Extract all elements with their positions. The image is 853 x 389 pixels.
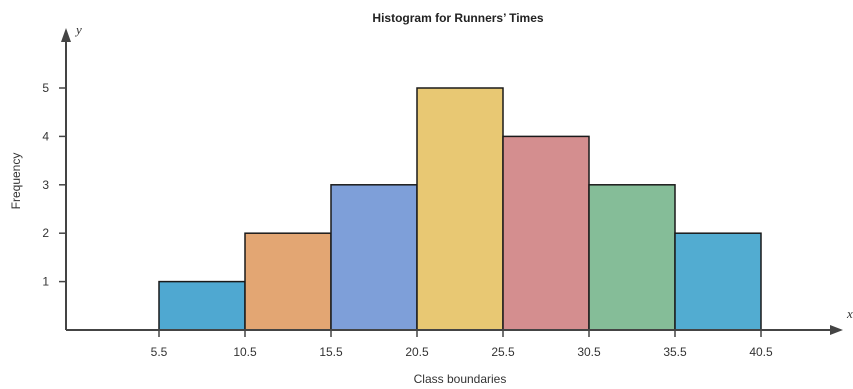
- x-axis-letter: x: [846, 306, 853, 321]
- histogram-bar-5: [502, 135, 590, 331]
- x-tick-label-7: 35.5: [663, 345, 687, 359]
- histogram-bar-3: [330, 184, 418, 331]
- x-tick-label-1: 5.5: [151, 345, 168, 359]
- y-tick-label-3: 3: [42, 178, 49, 192]
- histogram-bar-4: [416, 87, 504, 331]
- y-tick-label-2: 2: [42, 226, 49, 240]
- y-axis-label: Frequency: [9, 153, 23, 210]
- histogram-bar-1: [158, 280, 246, 331]
- x-axis-label: Class boundaries: [414, 372, 507, 386]
- x-tick-label-5: 25.5: [491, 345, 515, 359]
- x-ticks-group: 5.5 10.5 15.5 20.5 25.5 30.5 35.5 40.5: [151, 330, 773, 359]
- x-tick-label-3: 15.5: [319, 345, 343, 359]
- y-ticks-group: 1 2 3 4 5: [42, 81, 66, 289]
- chart-title: Histogram for Runners’ Times: [372, 11, 543, 25]
- bars-group: [158, 87, 762, 331]
- x-tick-label-8: 40.5: [749, 345, 773, 359]
- x-tick-label-2: 10.5: [233, 345, 257, 359]
- y-tick-label-5: 5: [42, 81, 49, 95]
- y-axis-letter: y: [74, 22, 82, 37]
- histogram-bar-2: [244, 232, 332, 331]
- y-tick-label-4: 4: [42, 129, 49, 143]
- y-axis-arrow: [61, 28, 71, 42]
- histogram-bar-7: [674, 232, 762, 331]
- x-tick-label-6: 30.5: [577, 345, 601, 359]
- x-tick-label-4: 20.5: [405, 345, 429, 359]
- histogram-bar-6: [588, 184, 676, 331]
- x-axis-arrow: [830, 325, 843, 335]
- y-tick-label-1: 1: [42, 275, 49, 289]
